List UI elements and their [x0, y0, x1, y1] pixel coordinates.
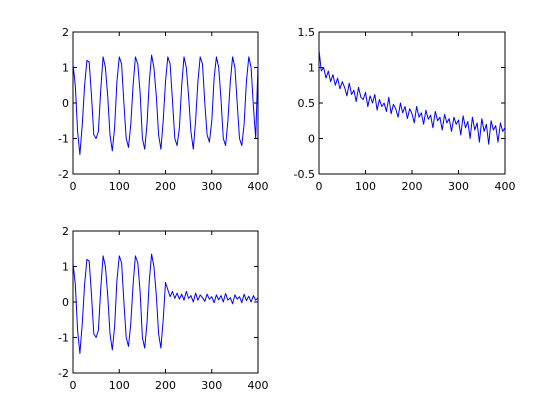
- x-tick-label: 0: [70, 379, 77, 392]
- axes-frame: [318, 31, 506, 175]
- x-tick-label: 100: [355, 180, 376, 193]
- x-tick-label: 0: [316, 180, 323, 193]
- y-tick-label: 0: [62, 296, 69, 309]
- axes-frame: [72, 230, 259, 374]
- y-tick-label: -1: [58, 133, 69, 146]
- series-line-1: [72, 253, 259, 354]
- series-line-1: [318, 49, 506, 145]
- axes-frame: [72, 31, 259, 175]
- y-tick-label: 2: [62, 26, 69, 39]
- x-tick-label: 300: [201, 379, 222, 392]
- y-tick-label: -1: [58, 332, 69, 345]
- x-tick-label: 200: [155, 379, 176, 392]
- subplot-2: 0 100 200 300 400-0.500.511.5: [294, 26, 516, 193]
- y-tick-label: 2: [62, 225, 69, 238]
- y-tick-label: 1: [62, 261, 69, 274]
- x-tick-label: 300: [448, 180, 469, 193]
- y-tick-label: -2: [58, 367, 69, 380]
- y-tick-label: -2: [58, 168, 69, 181]
- x-tick-label: 400: [495, 180, 516, 193]
- x-tick-label: 200: [155, 180, 176, 193]
- y-tick-label: 0.5: [298, 97, 316, 110]
- y-tick-label: 0: [62, 97, 69, 110]
- y-tick-label: 1: [308, 62, 315, 75]
- y-tick-label: -0.5: [294, 168, 315, 181]
- x-tick-label: 400: [248, 180, 269, 193]
- x-tick-label: 300: [201, 180, 222, 193]
- y-tick-label: 0: [308, 133, 315, 146]
- x-tick-label: 0: [70, 180, 77, 193]
- x-tick-label: 100: [109, 379, 130, 392]
- y-tick-label: 1: [62, 62, 69, 75]
- x-tick-label: 200: [402, 180, 423, 193]
- y-tick-label: 1.5: [298, 26, 316, 39]
- subplot-1: 0 100 200 300 400 -2 -1 0 1 2: [58, 26, 268, 193]
- series-line-1: [72, 54, 259, 155]
- subplot-3: 0 100 200 300 400 -2 -1 0 1 2: [58, 225, 268, 392]
- x-tick-label: 100: [109, 180, 130, 193]
- x-tick-label: 400: [248, 379, 269, 392]
